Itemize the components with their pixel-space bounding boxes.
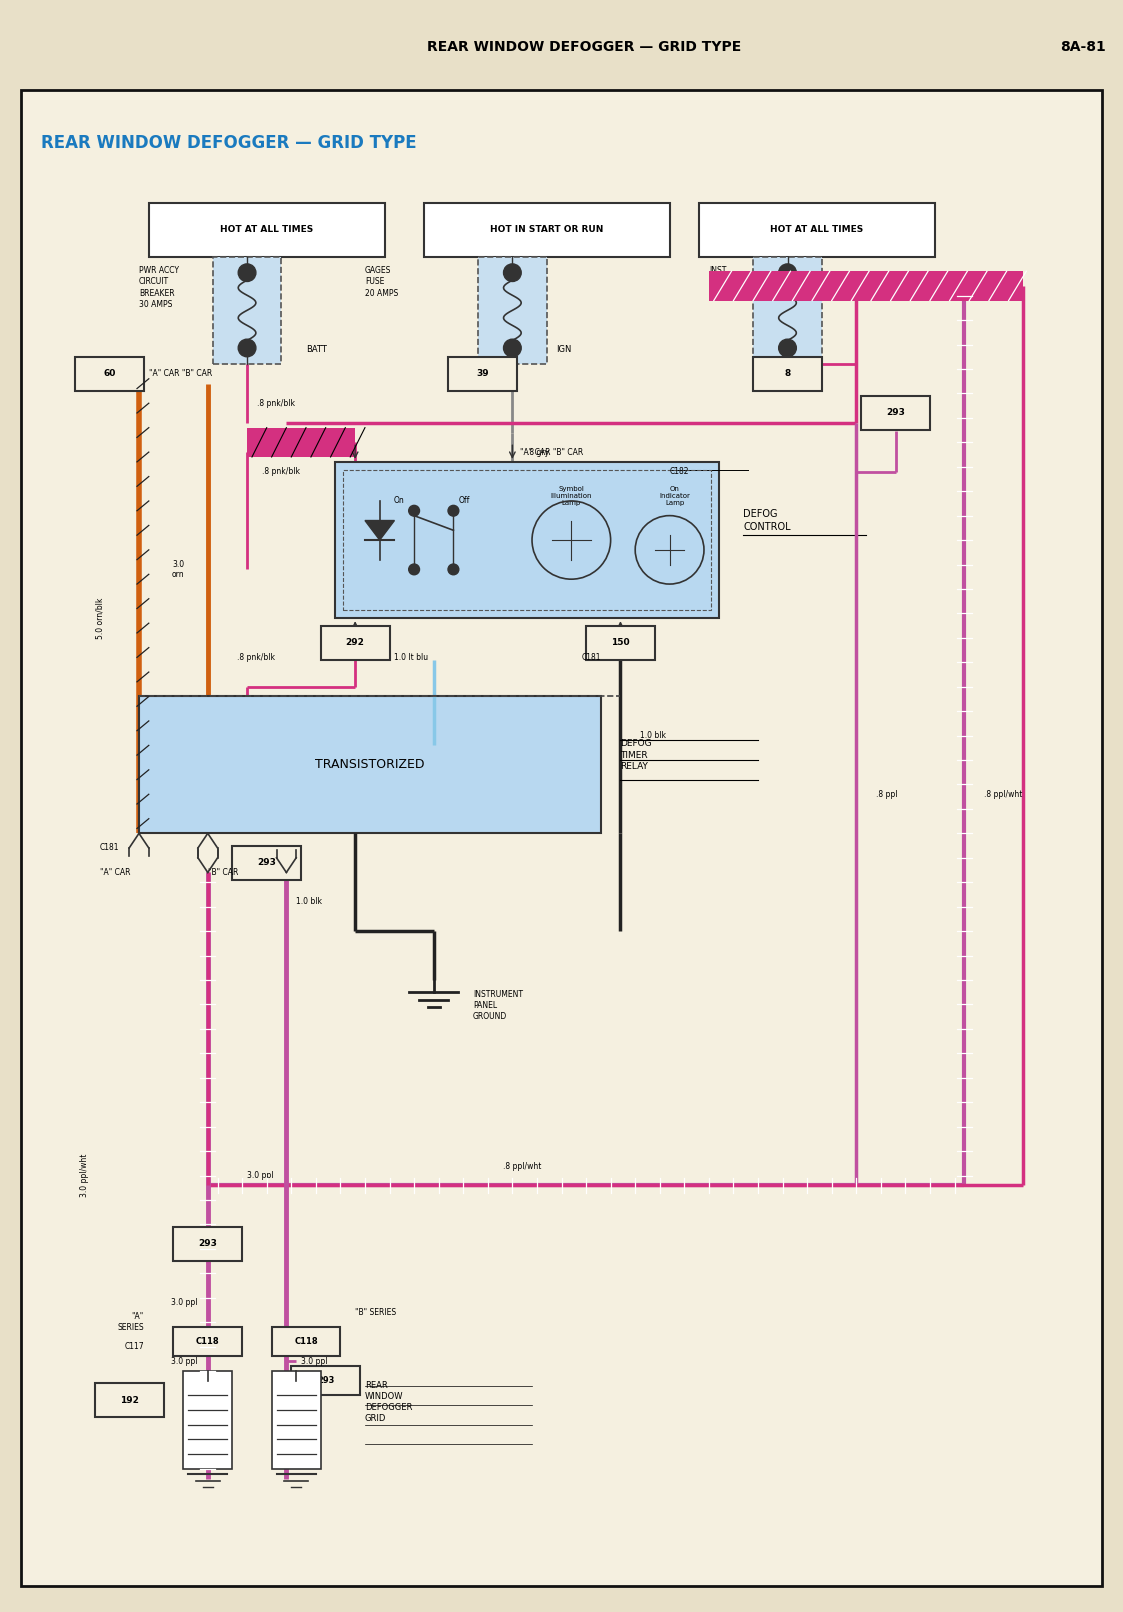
Bar: [139, 696, 601, 833]
Text: REAR WINDOW DEFOGGER — GRID TYPE: REAR WINDOW DEFOGGER — GRID TYPE: [40, 134, 417, 153]
Text: HOT IN START OR RUN: HOT IN START OR RUN: [490, 226, 603, 234]
Bar: [148, 203, 384, 256]
Text: C181: C181: [582, 653, 601, 663]
Text: 293: 293: [199, 1240, 217, 1248]
Text: On
Indicator
Lamp: On Indicator Lamp: [659, 487, 690, 506]
Bar: [94, 1383, 164, 1417]
Text: HOT AT ALL TIMES: HOT AT ALL TIMES: [220, 226, 313, 234]
Text: 150: 150: [611, 638, 630, 648]
Text: 1.0 blk: 1.0 blk: [296, 898, 322, 906]
Polygon shape: [365, 521, 394, 540]
Circle shape: [778, 339, 796, 356]
Text: C182: C182: [669, 467, 690, 476]
Circle shape: [503, 264, 521, 282]
Text: REAR WINDOW DEFOGGER — GRID TYPE: REAR WINDOW DEFOGGER — GRID TYPE: [427, 40, 741, 55]
Text: C118: C118: [294, 1338, 318, 1346]
Text: INSTRUMENT
PANEL
GROUND: INSTRUMENT PANEL GROUND: [473, 990, 523, 1020]
Text: DEFOG
TIMER
RELAY: DEFOG TIMER RELAY: [620, 738, 652, 772]
Text: C118: C118: [195, 1338, 220, 1346]
Text: "A" CAR "B" CAR: "A" CAR "B" CAR: [520, 448, 583, 456]
Text: TRANSISTORIZED: TRANSISTORIZED: [316, 758, 424, 772]
Bar: [478, 256, 547, 364]
Bar: [861, 397, 930, 430]
Text: 293: 293: [886, 408, 905, 418]
Text: "B" CAR: "B" CAR: [208, 867, 238, 877]
Text: 1.0 lt blu: 1.0 lt blu: [394, 653, 429, 663]
Text: "A"
SERIES: "A" SERIES: [117, 1312, 144, 1332]
Text: 1.0 blk: 1.0 blk: [640, 732, 666, 740]
Bar: [586, 625, 655, 659]
Bar: [424, 203, 669, 256]
Bar: [183, 1372, 232, 1469]
Text: .8 gry: .8 gry: [527, 448, 549, 456]
Bar: [336, 463, 719, 619]
Text: BATT: BATT: [305, 345, 327, 355]
Text: 3.0 ppl: 3.0 ppl: [301, 1357, 328, 1365]
Text: DEFOG
CONTROL: DEFOG CONTROL: [743, 509, 791, 532]
Text: C181: C181: [100, 843, 119, 853]
Text: 292: 292: [346, 638, 365, 648]
Bar: [344, 469, 711, 611]
Circle shape: [778, 264, 796, 282]
Text: INST
LPS
5 AMPS: INST LPS 5 AMPS: [709, 266, 738, 298]
Bar: [75, 356, 144, 392]
Text: 39: 39: [476, 369, 490, 379]
Circle shape: [409, 506, 420, 516]
Text: Symbol
Illumination
Lamp: Symbol Illumination Lamp: [550, 487, 592, 506]
Text: 3.0 ppl: 3.0 ppl: [247, 1170, 274, 1180]
Text: "A" CAR: "A" CAR: [100, 867, 130, 877]
Text: .8 ppl/wht: .8 ppl/wht: [984, 790, 1022, 800]
Bar: [272, 1327, 340, 1356]
Text: .8 pnk/blk: .8 pnk/blk: [262, 467, 300, 476]
Text: "B" SERIES: "B" SERIES: [355, 1307, 396, 1317]
Text: 5.0 orn/blk: 5.0 orn/blk: [95, 598, 104, 638]
Bar: [321, 625, 390, 659]
Circle shape: [448, 506, 459, 516]
Text: IGN: IGN: [557, 345, 572, 355]
Text: HOT AT ALL TIMES: HOT AT ALL TIMES: [770, 226, 864, 234]
Circle shape: [409, 564, 420, 575]
Text: 8A-81: 8A-81: [1060, 40, 1106, 55]
Bar: [754, 256, 822, 364]
Text: On: On: [393, 496, 404, 506]
Bar: [247, 427, 355, 456]
Bar: [173, 1227, 243, 1261]
Circle shape: [448, 564, 459, 575]
Text: 293: 293: [317, 1377, 335, 1385]
Text: 8: 8: [784, 369, 791, 379]
Text: .8 ppl/wht: .8 ppl/wht: [503, 1162, 541, 1170]
Text: 3.0
orn: 3.0 orn: [172, 559, 184, 579]
Text: 3.0 ppl/wht: 3.0 ppl/wht: [80, 1154, 89, 1198]
Text: 3.0 ppl: 3.0 ppl: [172, 1357, 198, 1365]
Text: 60: 60: [103, 369, 116, 379]
Text: GAGES
FUSE
20 AMPS: GAGES FUSE 20 AMPS: [365, 266, 399, 298]
Text: C117: C117: [125, 1341, 144, 1351]
Text: Off: Off: [458, 496, 469, 506]
Bar: [291, 1365, 360, 1396]
Bar: [754, 356, 822, 392]
Text: .8 pnk/blk: .8 pnk/blk: [257, 398, 295, 408]
Bar: [709, 271, 1023, 300]
Bar: [173, 1327, 243, 1356]
Bar: [448, 356, 518, 392]
Bar: [232, 846, 301, 880]
Bar: [272, 1372, 321, 1469]
Circle shape: [238, 264, 256, 282]
Bar: [699, 203, 934, 256]
Text: "A" CAR "B" CAR: "A" CAR "B" CAR: [148, 369, 212, 379]
Circle shape: [238, 339, 256, 356]
Bar: [212, 256, 282, 364]
Text: PWR ACCY
CIRCUIT
BREAKER
30 AMPS: PWR ACCY CIRCUIT BREAKER 30 AMPS: [139, 266, 179, 308]
Circle shape: [503, 339, 521, 356]
Text: 293: 293: [257, 858, 276, 867]
Text: 192: 192: [120, 1396, 138, 1406]
Text: 3.0 ppl: 3.0 ppl: [172, 1298, 198, 1307]
Text: .8 ppl: .8 ppl: [876, 790, 897, 800]
Text: .8 pnk/blk: .8 pnk/blk: [237, 653, 275, 663]
Text: REAR
WINDOW
DEFOGGER
GRID: REAR WINDOW DEFOGGER GRID: [365, 1381, 412, 1423]
